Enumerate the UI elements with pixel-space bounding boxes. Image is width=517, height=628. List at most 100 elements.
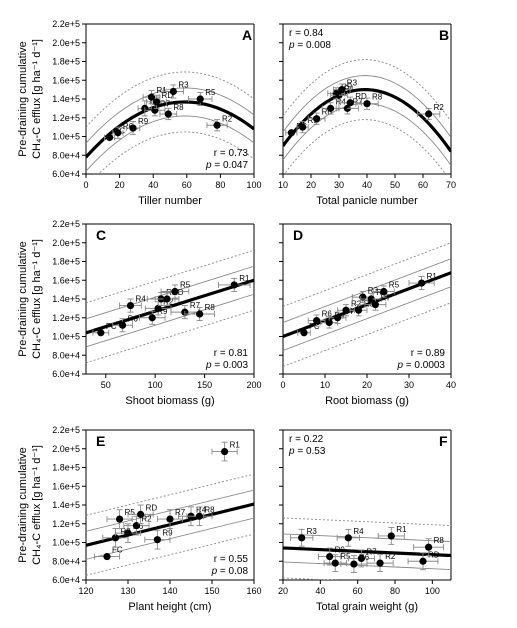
stat-text: r = 0.73: [214, 148, 249, 159]
data-point: [137, 511, 144, 518]
point-label: RD: [428, 550, 440, 559]
data-point: [163, 295, 170, 302]
data-point: [129, 124, 136, 131]
data-point: [114, 129, 121, 136]
data-point: [231, 281, 238, 288]
stat-text: r = 0.84: [289, 28, 324, 39]
stat-text: p = 0.003: [205, 360, 248, 371]
stat-text: p = 0.53: [288, 446, 326, 457]
panel-A: 6.0e+48.0e+41.0e+51.2e+51.4e+51.6e+51.8e…: [17, 19, 262, 207]
x-tick-label: 100: [246, 180, 261, 190]
x-tick-label: 10: [278, 180, 288, 190]
x-tick-label: 20: [278, 586, 288, 596]
data-point: [345, 534, 352, 541]
data-point: [388, 532, 395, 539]
point-label: R8: [205, 303, 216, 312]
point-label: R5: [180, 281, 191, 290]
data-point: [425, 544, 432, 551]
y-tick-label: 8.0e+4: [52, 150, 80, 160]
x-tick-label: 100: [148, 380, 163, 390]
point-label: R1: [396, 525, 407, 534]
y-tick-label: 6.0e+4: [52, 575, 80, 585]
point-label: R6: [128, 314, 139, 323]
point-label: R5: [389, 281, 400, 290]
x-tick-label: 140: [162, 586, 177, 596]
data-point: [376, 560, 383, 567]
x-tick-label: 160: [246, 586, 261, 596]
y-axis-label-2: CH₄-C efflux [g ha⁻¹ d⁻¹]: [31, 445, 43, 565]
panel-F: 20406080100Total grain weight (g)R3R9R5R…: [278, 430, 451, 613]
x-tick-label: 120: [78, 586, 93, 596]
data-point: [300, 329, 307, 336]
point-label: FC: [106, 322, 117, 331]
y-tick-label: 8.0e+4: [52, 350, 80, 360]
point-label: R1: [230, 441, 241, 450]
x-tick-label: 10: [320, 380, 330, 390]
y-tick-label: 2.2e+5: [52, 19, 80, 29]
data-point: [97, 329, 104, 336]
data-point: [350, 560, 357, 567]
y-tick-label: 1.4e+5: [52, 294, 80, 304]
data-point: [171, 288, 178, 295]
x-axis-label: Shoot biomass (g): [125, 395, 214, 407]
point-label: R2: [351, 299, 362, 308]
point-label: R1: [239, 274, 250, 283]
y-tick-label: 6.0e+4: [52, 169, 80, 179]
data-point: [313, 115, 320, 122]
panel-label: A: [242, 27, 252, 43]
point-label: R3: [347, 79, 358, 88]
data-point: [380, 288, 387, 295]
point-label: R3: [307, 527, 318, 536]
y-axis-label-1: Pre-draining cumulative: [17, 447, 29, 563]
stat-text: p = 0.08: [211, 566, 249, 577]
y-tick-label: 2.0e+5: [52, 38, 80, 48]
x-tick-label: 30: [404, 380, 414, 390]
data-point: [419, 558, 426, 565]
data-point: [165, 110, 172, 117]
x-tick-label: 50: [390, 180, 400, 190]
y-axis-label-2: CH₄-C efflux [g ha⁻¹ d⁻¹]: [31, 39, 43, 159]
y-tick-label: 1.6e+5: [52, 75, 80, 85]
stat-text: r = 0.81: [214, 348, 249, 359]
y-tick-label: 1.0e+5: [52, 132, 80, 142]
x-tick-label: 20: [306, 180, 316, 190]
x-tick-label: 40: [148, 180, 158, 190]
data-point: [154, 536, 161, 543]
x-tick-label: 0: [280, 380, 285, 390]
x-tick-label: 60: [418, 180, 428, 190]
stat-text: p = 0.0003: [396, 360, 445, 371]
data-point: [133, 522, 140, 529]
point-label: R7: [366, 547, 377, 556]
x-tick-label: 20: [115, 180, 125, 190]
y-tick-label: 6.0e+4: [52, 369, 80, 379]
data-point: [213, 122, 220, 129]
data-point: [298, 534, 305, 541]
x-axis-label: Total grain weight (g): [316, 601, 418, 613]
point-label: R1: [427, 272, 438, 281]
point-label: RD: [146, 503, 158, 512]
data-point: [372, 301, 379, 308]
data-point: [119, 322, 126, 329]
y-tick-label: 1.8e+5: [52, 463, 80, 473]
data-point: [106, 134, 113, 141]
point-label: R5: [125, 508, 136, 517]
panel-C: 6.0e+48.0e+41.0e+51.2e+51.4e+51.6e+51.8e…: [17, 219, 262, 407]
point-label: R3: [178, 81, 189, 90]
point-label: R8: [173, 103, 184, 112]
y-tick-label: 1.8e+5: [52, 257, 80, 267]
data-point: [170, 88, 177, 95]
x-tick-label: 40: [362, 180, 372, 190]
stat-text: r = 0.55: [214, 554, 249, 565]
data-point: [355, 307, 362, 314]
y-tick-label: 1.4e+5: [52, 94, 80, 104]
stat-text: p = 0.008: [288, 40, 331, 51]
data-point: [288, 129, 295, 136]
stat-text: r = 0.22: [289, 434, 324, 445]
x-tick-label: 80: [215, 180, 225, 190]
stat-text: r = 0.89: [411, 348, 446, 359]
data-point: [326, 553, 333, 560]
data-point: [334, 314, 341, 321]
data-point: [103, 553, 110, 560]
x-axis-label: Root biomass (g): [325, 395, 409, 407]
y-tick-label: 1.6e+5: [52, 275, 80, 285]
